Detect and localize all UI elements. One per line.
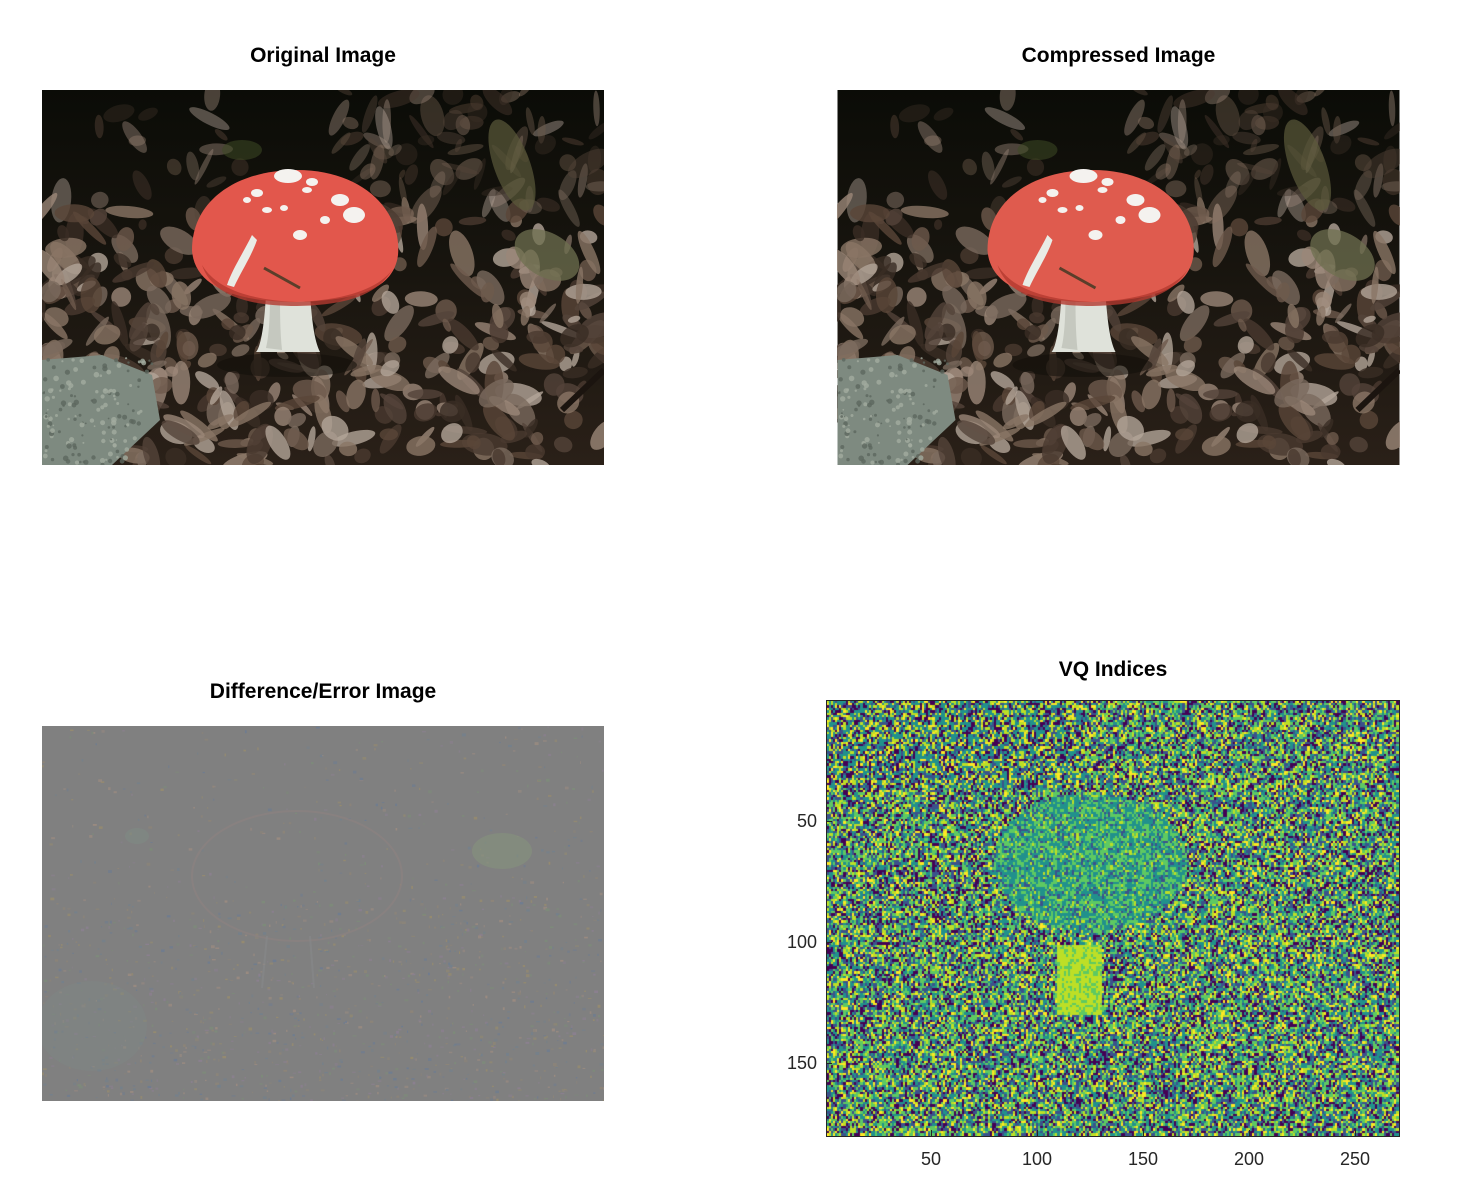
original-image-title: Original Image (250, 44, 396, 67)
x-tick-mark-200 (1249, 1130, 1250, 1136)
vq-indices-title: VQ Indices (1058, 658, 1168, 681)
error-map (42, 726, 604, 1101)
x-tick-150: 150 (1127, 1149, 1159, 1169)
y-tick-50: 50 (796, 811, 817, 831)
vq-indices-map (827, 701, 1399, 1136)
x-tick-mark-50 (931, 1130, 932, 1136)
compressed-image-title: Compressed Image (1021, 44, 1216, 67)
mushroom-photo-compressed (837, 90, 1400, 465)
x-tick-250: 250 (1339, 1149, 1371, 1169)
y-tick-150: 150 (786, 1053, 817, 1073)
vq-indices-plot (826, 700, 1400, 1137)
y-tick-100: 100 (786, 932, 817, 952)
y-tick-mark-50 (826, 821, 832, 822)
mushroom-photo (42, 90, 604, 465)
original-image (42, 90, 604, 465)
x-tick-mark-150 (1143, 1130, 1144, 1136)
difference-image (42, 726, 604, 1101)
y-tick-mark-100 (826, 942, 832, 943)
difference-image-title: Difference/Error Image (209, 680, 437, 703)
y-tick-mark-150 (826, 1063, 832, 1064)
x-tick-50: 50 (920, 1149, 942, 1169)
x-tick-mark-250 (1355, 1130, 1356, 1136)
compressed-image (837, 90, 1400, 465)
x-tick-200: 200 (1233, 1149, 1265, 1169)
x-tick-100: 100 (1021, 1149, 1053, 1169)
x-tick-mark-100 (1037, 1130, 1038, 1136)
